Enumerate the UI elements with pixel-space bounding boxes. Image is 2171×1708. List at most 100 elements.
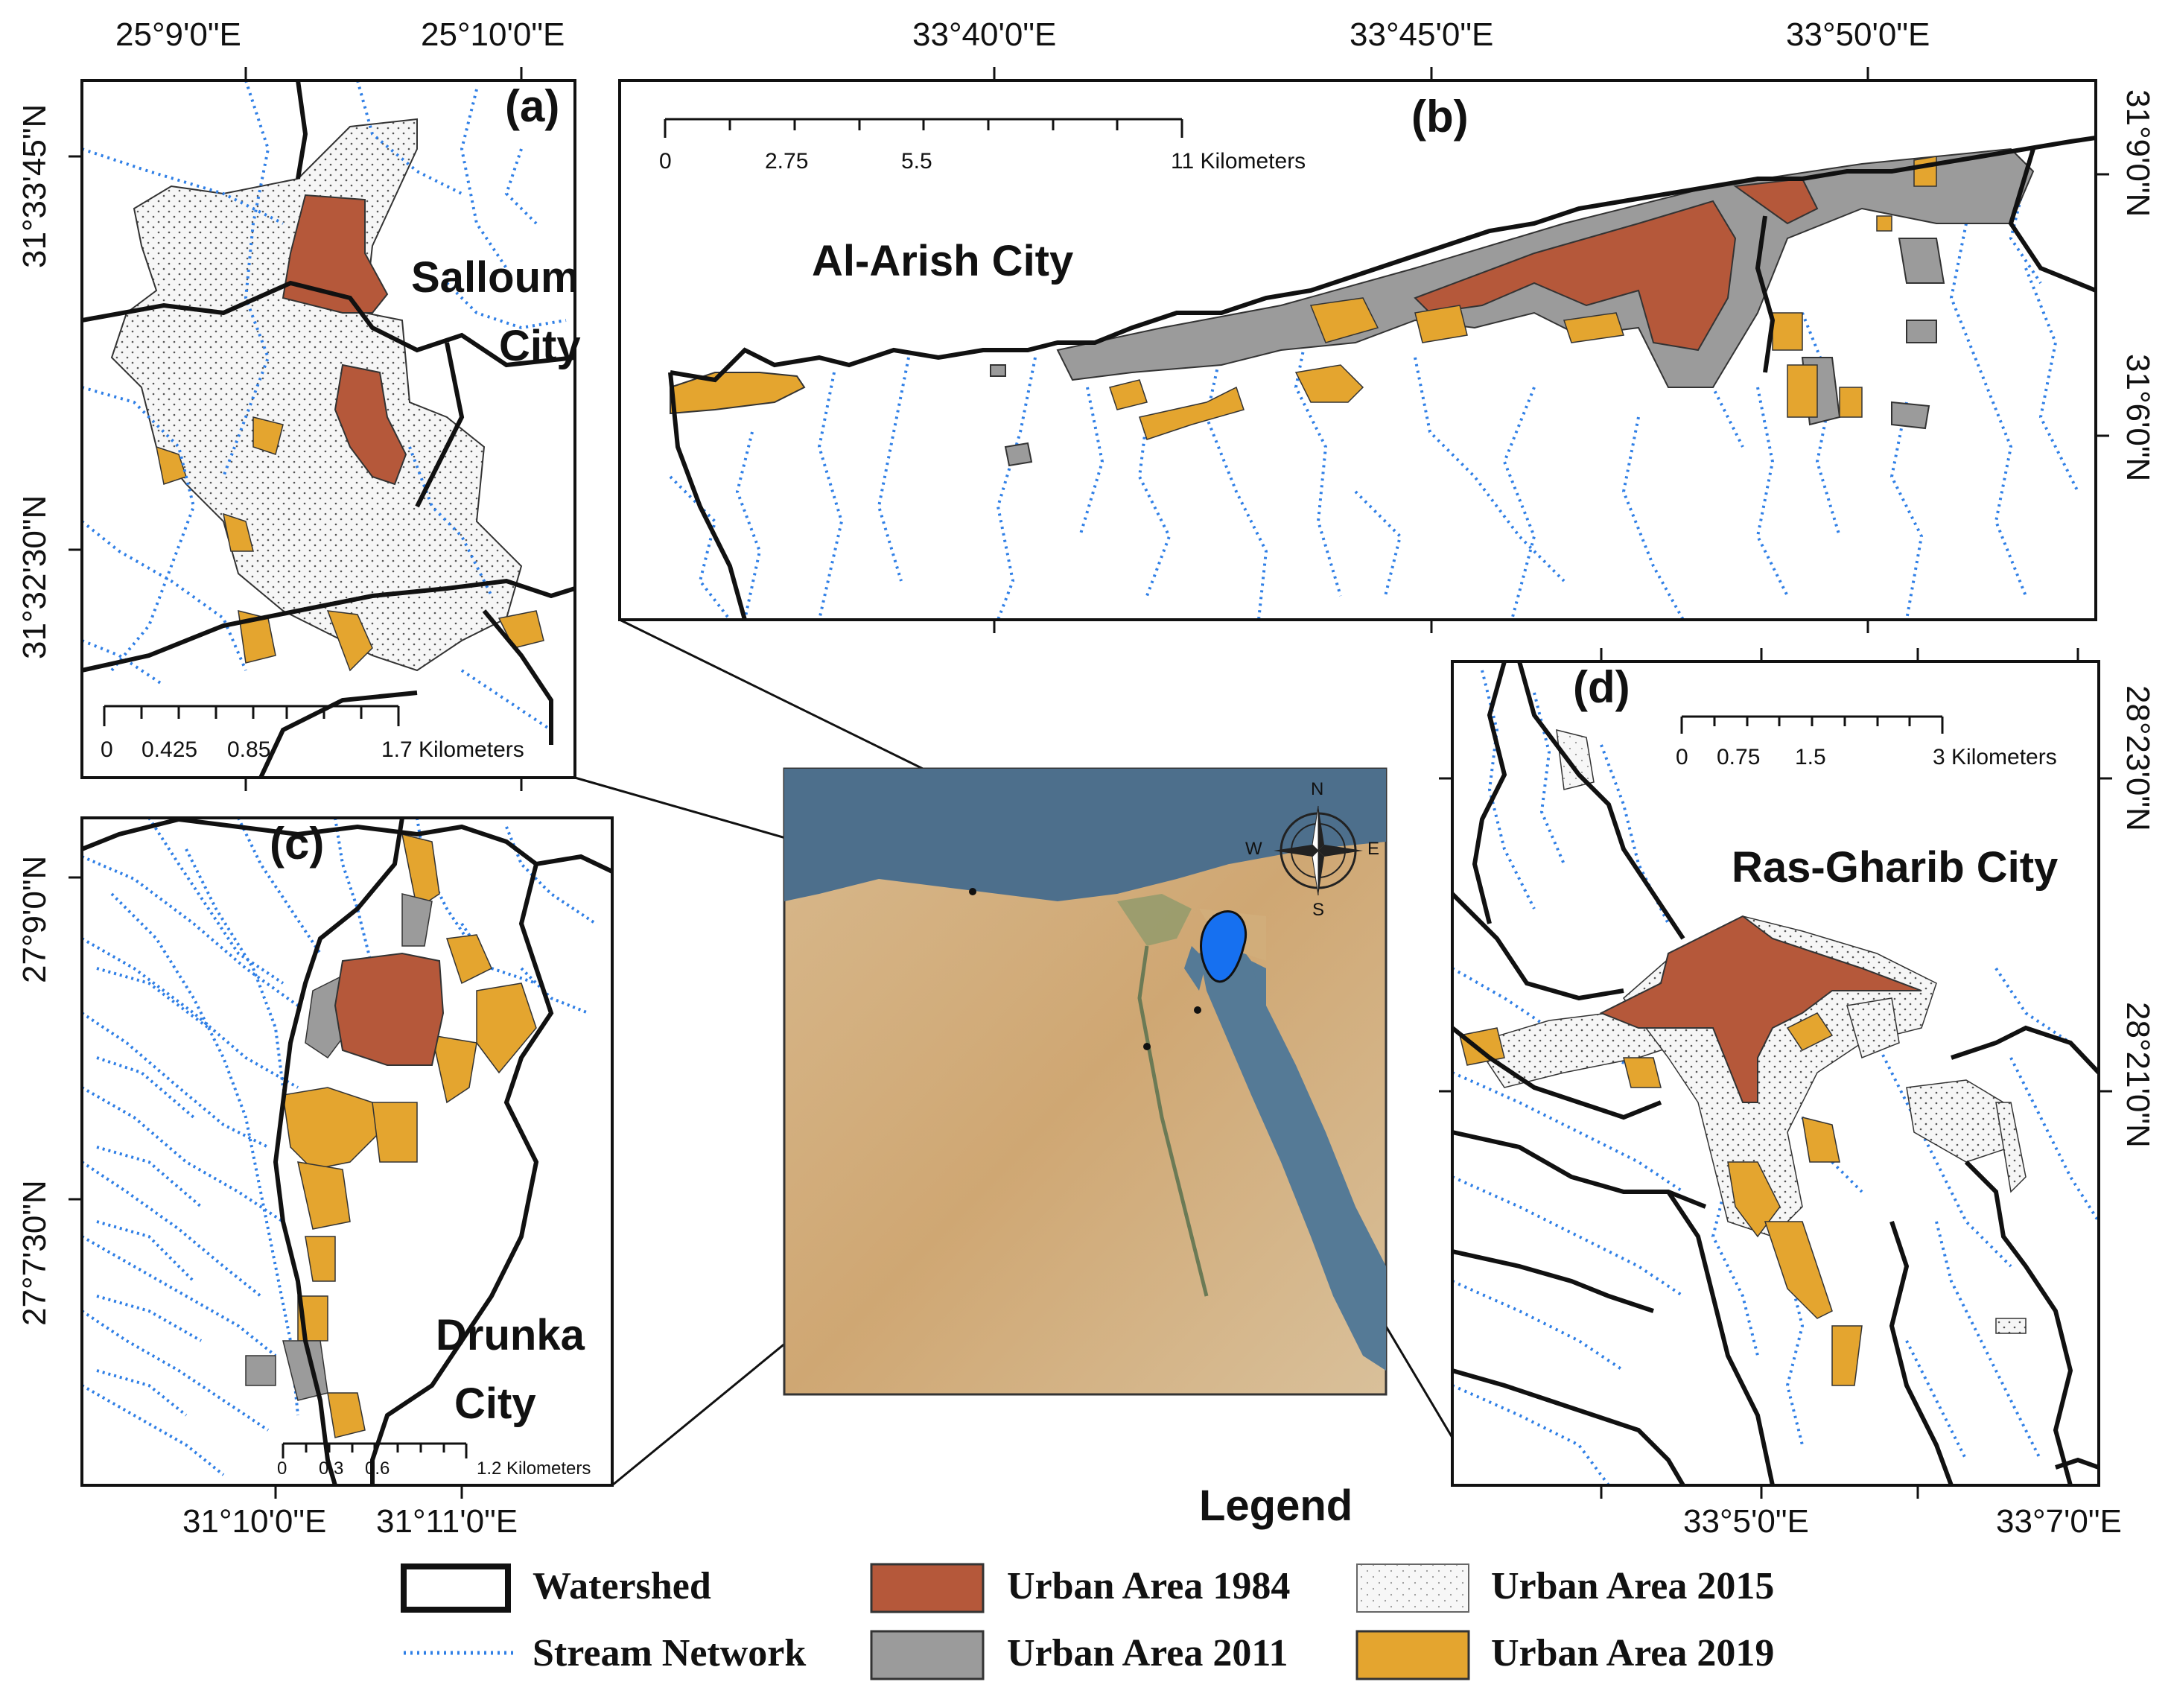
legend-label-stream: Stream Network bbox=[533, 1632, 807, 1674]
compass-n: N bbox=[1311, 779, 1324, 799]
panel-d-map bbox=[1452, 661, 2099, 1485]
panel-a-scale-3: 1.7 Kilometers bbox=[381, 737, 524, 762]
panel-c-urban-2019-g bbox=[305, 1236, 336, 1282]
panel-d-right-coord-1: 28°23'0"N bbox=[2120, 685, 2156, 831]
panel-d-urban-2015-n1 bbox=[1556, 729, 1595, 790]
panel-a-city-line1: Salloum bbox=[411, 253, 579, 302]
panel-a-urban-2019-6 bbox=[252, 416, 284, 455]
panel-a-urban-2019-2 bbox=[223, 512, 254, 552]
marker-ras-gharib bbox=[1194, 1006, 1201, 1014]
panel-c-scale-1: 0.3 bbox=[319, 1458, 344, 1479]
panel-b-urban-2019-c4 bbox=[1563, 312, 1624, 343]
marker-drunka bbox=[1143, 1043, 1151, 1050]
panel-c-left-coord-1: 27°9'0"N bbox=[16, 855, 53, 983]
panel-b-urban-2011-e1 bbox=[1898, 238, 1945, 284]
panel-b-urban-2019-e2 bbox=[1787, 364, 1818, 418]
panel-b-right-coord-2: 31°6'0"N bbox=[2120, 354, 2156, 482]
panel-a-urban-1984-b bbox=[334, 363, 407, 486]
panel-b-urban-2019-w2 bbox=[1109, 379, 1148, 410]
legend-swatches bbox=[401, 1563, 1470, 1680]
panel-a-urban-2019-4 bbox=[326, 610, 373, 672]
panel-a-watershed bbox=[82, 80, 575, 778]
legend-label-2011: Urban Area 2011 bbox=[1007, 1632, 1288, 1674]
panel-c-left-coord-2: 27°7'30"N bbox=[16, 1180, 53, 1326]
panel-b-urban-2019-e1 bbox=[1772, 312, 1803, 351]
panel-b-top-coord-2: 33°45'0"E bbox=[1350, 16, 1494, 53]
panel-a-urban-2019-3 bbox=[238, 610, 276, 664]
panel-d-urban-1984 bbox=[1599, 915, 1922, 1103]
nile-delta bbox=[1117, 894, 1192, 946]
panel-d-urban-2019-a bbox=[1623, 1057, 1662, 1088]
legend-label-2015: Urban Area 2015 bbox=[1491, 1565, 1775, 1607]
panel-d-urban-2019-d bbox=[1764, 1221, 1833, 1319]
panel-c-city-line2: City bbox=[454, 1380, 536, 1428]
legend-watershed-swatch bbox=[401, 1563, 511, 1613]
panel-c-frame bbox=[80, 816, 614, 1487]
panel-d-watershed bbox=[1452, 661, 2099, 1485]
panel-b-scale-bar bbox=[664, 118, 1183, 138]
panel-b-urban-2019-ne bbox=[1913, 156, 1937, 187]
panel-c-urban-2011-d bbox=[245, 1355, 276, 1386]
panel-c-bottom-coord-1: 31°10'0"E bbox=[182, 1503, 327, 1540]
compass-e: E bbox=[1367, 839, 1380, 859]
panel-c-urban-2019-b bbox=[445, 934, 492, 985]
panel-b-urban-2011-e2 bbox=[1906, 320, 1937, 343]
panel-b-watershed bbox=[668, 136, 2096, 620]
panel-c-urban-2019-i bbox=[327, 1392, 366, 1438]
panel-b-urban-2019-west bbox=[670, 372, 806, 415]
panel-b-scale-2: 5.5 bbox=[901, 149, 932, 174]
panel-d-scale-bar bbox=[1680, 715, 1944, 734]
panel-d-urban-2019-f bbox=[1831, 1325, 1863, 1386]
panel-b-scale-3: 11 Kilometers bbox=[1171, 149, 1306, 174]
panel-d-urban-2019-b bbox=[1786, 1012, 1834, 1051]
panel-c-scale-2: 0.6 bbox=[365, 1458, 390, 1479]
legend-label-watershed: Watershed bbox=[533, 1565, 711, 1607]
panel-a-left-coord-2: 31°32'30"N bbox=[16, 495, 53, 659]
panel-d-letter: (d) bbox=[1573, 662, 1630, 712]
panel-c-urban-2019-d bbox=[431, 1035, 477, 1104]
panel-b-urban-1984-main bbox=[1414, 200, 1737, 352]
panel-c-urban-2019-c bbox=[476, 982, 537, 1074]
panel-a-streams bbox=[82, 80, 567, 731]
panel-d-urban-2015-e1 bbox=[1846, 997, 1900, 1059]
panel-a-scale-0: 0 bbox=[101, 737, 113, 762]
compass-w: W bbox=[1245, 839, 1262, 859]
panel-b-urban-2019-ne2 bbox=[1876, 215, 1892, 232]
panel-c-watershed bbox=[82, 818, 612, 1485]
panel-d-urban-2019-e bbox=[1802, 1116, 1840, 1163]
panel-a-scale-bar bbox=[103, 705, 400, 726]
panel-b-frame bbox=[618, 79, 2097, 621]
legend-label-1984: Urban Area 1984 bbox=[1007, 1565, 1291, 1607]
panel-d-right-coord-2: 28°21'0"N bbox=[2120, 1002, 2156, 1148]
panel-d-frame bbox=[1451, 660, 2100, 1487]
panel-d-scale-2: 1.5 bbox=[1795, 745, 1826, 769]
panel-a-top-coord-1: 25°9'0"E bbox=[115, 16, 241, 53]
panel-a-city-line2: City bbox=[499, 322, 581, 370]
panel-b-urban-2019-c1 bbox=[1294, 364, 1364, 403]
panel-c-urban-1984 bbox=[334, 952, 445, 1066]
panel-c-bottom-coord-2: 31°11'0"E bbox=[376, 1503, 518, 1540]
panel-a-left-coord-1: 31°33'45"N bbox=[16, 104, 53, 268]
legend-title: Legend bbox=[1199, 1482, 1353, 1530]
panel-b-urban-2019-e3 bbox=[1839, 387, 1863, 418]
panel-a-letter: (a) bbox=[505, 81, 560, 131]
mediterranean-sea bbox=[784, 769, 1386, 901]
marker-salloum bbox=[969, 888, 976, 895]
panel-c-urban-2019-j bbox=[372, 1102, 418, 1163]
panel-c-scale-3: 1.2 Kilometers bbox=[477, 1458, 591, 1479]
panel-c-urban-2011-b bbox=[401, 893, 433, 947]
panel-b-urban-2011-e3 bbox=[1891, 401, 1930, 430]
panel-c-streams bbox=[82, 818, 597, 1476]
panel-b-letter: (b) bbox=[1411, 92, 1469, 142]
panel-b-urban-2011-w2 bbox=[1004, 442, 1033, 467]
panel-b-scale-0: 0 bbox=[659, 149, 672, 174]
panel-a-frame bbox=[80, 79, 576, 779]
panel-c-urban-2019-a bbox=[401, 833, 440, 910]
panel-b-city: Al-Arish City bbox=[812, 237, 1074, 285]
panel-a-top-coord-2: 25°10'0"E bbox=[421, 16, 565, 53]
panel-d-scale-1: 0.75 bbox=[1717, 745, 1761, 769]
panel-b-scale-1: 2.75 bbox=[765, 149, 809, 174]
panel-d-bottom-coord-2: 33°7'0"E bbox=[1996, 1503, 2122, 1540]
nile-river bbox=[1137, 945, 1209, 1297]
panel-c-scale-0: 0 bbox=[277, 1458, 287, 1479]
